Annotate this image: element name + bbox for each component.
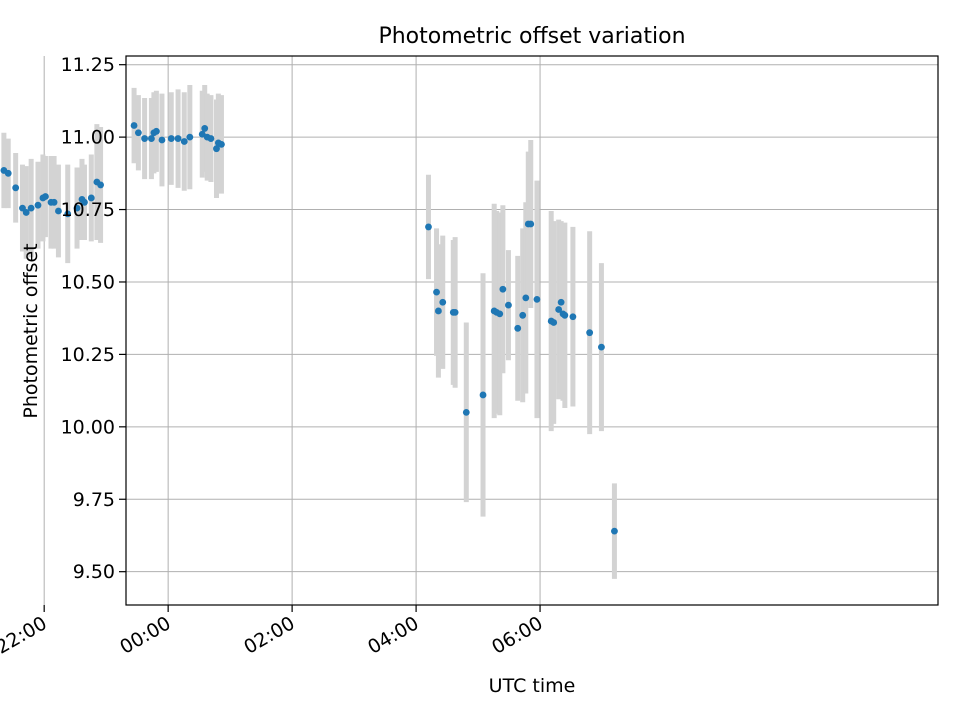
data-point [557,298,565,306]
data-point [158,136,166,144]
data-point [522,294,530,302]
data-point [198,130,206,138]
data-point [479,391,487,399]
data-point [611,527,618,535]
chart-title: Photometric offset variation [378,24,685,49]
data-point [439,298,447,306]
y-tick-label: 11.00 [61,127,115,149]
y-tick-label: 9.75 [73,489,115,511]
y-tick-label: 11.25 [61,54,115,76]
data-point [27,204,35,212]
y-tick-label: 10.25 [61,344,115,366]
data-point [12,184,20,192]
data-point [64,210,72,218]
data-point [451,308,459,316]
data-point [4,169,12,177]
data-point [519,311,527,319]
data-point [87,194,95,202]
x-axis-label: UTC time [489,675,576,697]
data-point [174,135,182,142]
data-points [0,122,618,535]
data-point [569,313,577,321]
data-point [148,135,155,142]
data-point [555,306,563,313]
data-point [218,140,225,148]
data-point [55,207,62,215]
data-point [433,288,440,296]
data-point [213,145,220,153]
data-point [550,319,558,326]
plot-frame [125,55,939,606]
data-point [22,209,30,216]
data-point [141,135,148,142]
y-axis-label: Photometric offset [20,243,42,418]
data-point [201,125,209,132]
data-point [586,329,594,337]
data-point [152,127,160,135]
data-point [207,135,215,142]
y-axis-ticks: 9.50 9.75 10.00 10.25 10.50 10.75 11.00 11.25 [61,54,126,583]
data-point [130,122,138,129]
data-point [435,307,442,315]
data-point [598,343,605,351]
data-point [425,223,432,231]
data-point [527,220,535,228]
data-point [134,129,142,137]
data-point [496,310,504,318]
data-point [97,181,104,189]
data-point [167,135,175,142]
data-point [561,311,569,319]
data-point [505,301,512,309]
data-point [73,204,81,212]
y-tick-label: 10.50 [61,271,115,293]
data-point [42,193,49,200]
data-point [50,198,58,206]
data-point [533,295,541,303]
y-tick-label: 10.00 [61,416,115,438]
data-point [499,285,507,293]
data-point [180,138,188,145]
y-tick-label: 9.50 [73,561,115,583]
y-tick-label: 10.75 [61,199,115,221]
data-point [81,198,88,206]
data-point [186,133,194,141]
data-point [514,324,522,332]
data-point [34,201,42,209]
data-point [462,408,470,416]
